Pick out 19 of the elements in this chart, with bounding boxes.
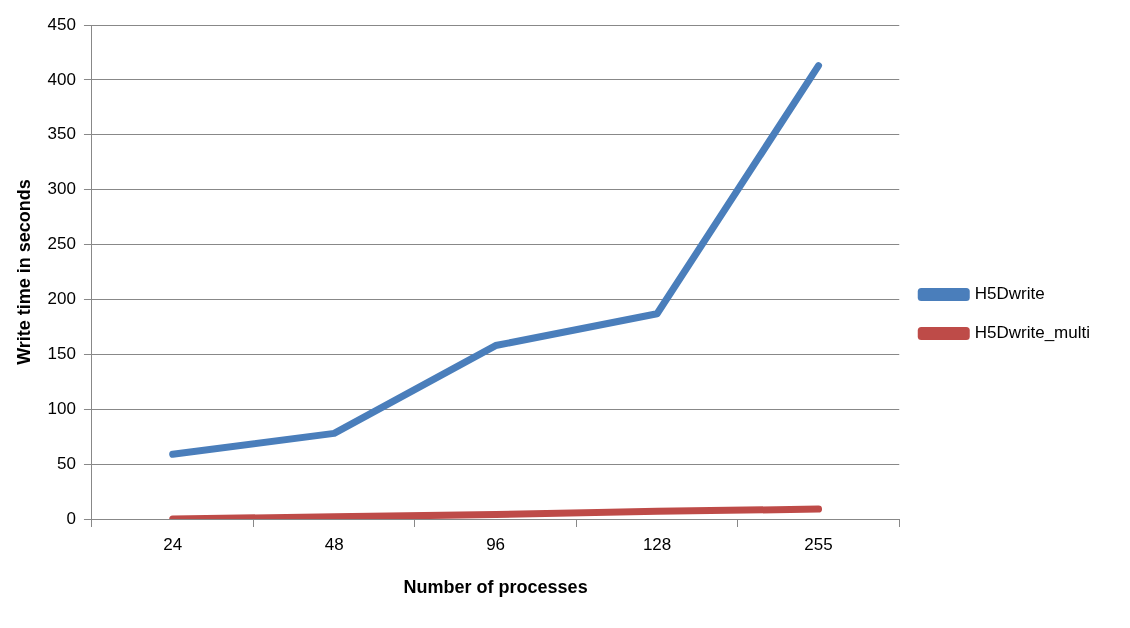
x-tick-label: 255: [804, 534, 833, 554]
legend-label: H5Dwrite: [974, 284, 1045, 304]
x-tick-label: 48: [324, 534, 344, 554]
y-tick-label: 200: [47, 289, 76, 309]
y-tick-label: 50: [57, 453, 76, 473]
x-tick-label: 128: [642, 534, 672, 554]
x-axis-title: Number of processes: [403, 577, 588, 598]
y-tick-label: 100: [47, 398, 76, 418]
y-tick-label: 350: [47, 124, 76, 144]
y-tick-label: 250: [47, 234, 76, 254]
y-tick-label: 450: [47, 14, 76, 34]
y-tick-label: 0: [66, 508, 76, 528]
x-tick-label: 96: [486, 534, 506, 554]
y-axis-title: Write time in seconds: [13, 179, 34, 365]
y-tick-label: 400: [47, 69, 76, 89]
y-tick-label: 300: [47, 179, 76, 199]
x-tick-label: 24: [163, 534, 183, 554]
legend-label: H5Dwrite_multi: [974, 323, 1090, 343]
y-tick-label: 150: [47, 344, 76, 364]
